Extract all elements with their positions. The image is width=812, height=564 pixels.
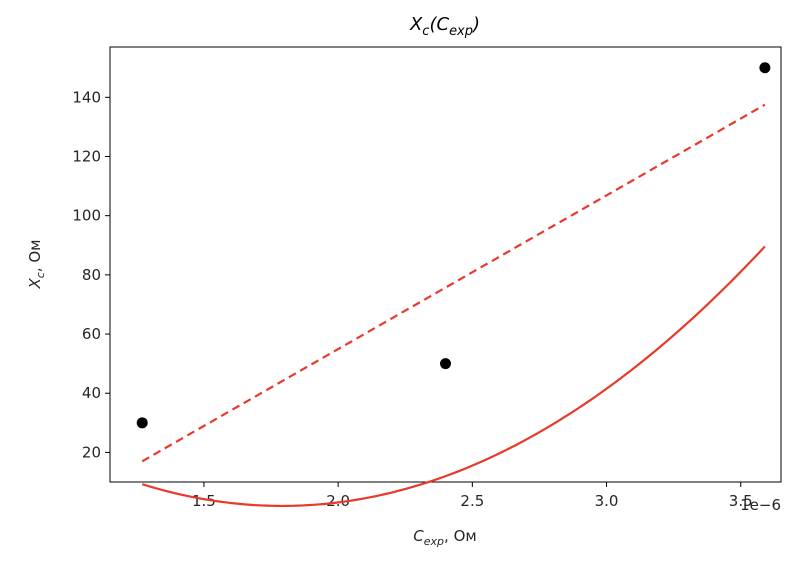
x-tick-label: 3.0 [595,492,619,510]
quadratic-fit-line [141,245,766,508]
x-axis-offset-text: 1e−6 [740,496,781,514]
x-tick-label: 2.5 [460,492,484,510]
y-tick-label: 140 [72,88,101,106]
y-tick-label: 20 [82,443,101,461]
data-point [136,417,148,429]
data-point [759,62,771,74]
y-tick-label: 60 [82,325,101,343]
y-tick-label: 100 [72,207,101,225]
data-point [440,358,451,370]
linear-fit-line [141,103,766,463]
fit-lines [141,103,766,508]
y-tick-label: 40 [82,384,101,402]
y-axis-label: Xc, Ом [26,239,47,289]
x-axis-label: Cexp, Ом [413,527,476,548]
x-tick-label: 1.5 [192,492,216,510]
y-tick-label: 80 [82,266,101,284]
x-tick-label: 3.5 [729,492,753,510]
chart-title: Xc(Cexp) [409,14,480,39]
data-points [136,62,771,429]
x-tick-label: 2.0 [326,492,350,510]
plot-area [109,46,782,483]
x-axis-ticks: 1.5 2.0 2.5 3.0 3.5 [192,482,753,510]
y-tick-label: 120 [72,147,101,165]
y-axis-ticks: 20 40 60 80 100 120 140 [72,88,110,461]
